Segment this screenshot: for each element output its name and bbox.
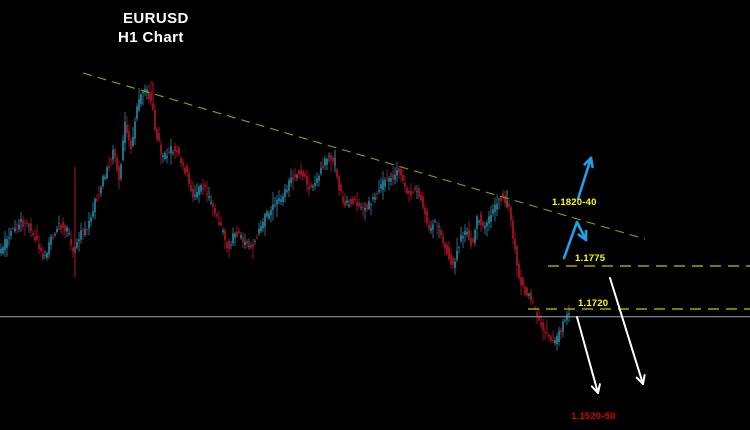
sell-off-arrow-1 (576, 316, 601, 394)
target-zone-label: 1.1520-50 (571, 411, 616, 422)
resistance-zone-label: 1.1820-40 (552, 197, 597, 208)
symbol-title: EURUSD (123, 10, 189, 27)
breakout-up-arrow (576, 156, 594, 201)
timeframe-title: H1 Chart (118, 29, 184, 46)
rejection-down-arrow (562, 220, 588, 260)
level-label-1-1720: 1.1720 (578, 298, 609, 309)
chart-title: EURUSD H1 Chart (118, 9, 189, 47)
horizontal-level-lines (528, 265, 750, 310)
level-label-1-1775: 1.1775 (575, 253, 606, 264)
candlestick-series (0, 80, 570, 351)
descending-trendline (82, 72, 646, 240)
sell-off-arrow-2 (609, 277, 646, 385)
forecast-arrows (562, 156, 646, 394)
